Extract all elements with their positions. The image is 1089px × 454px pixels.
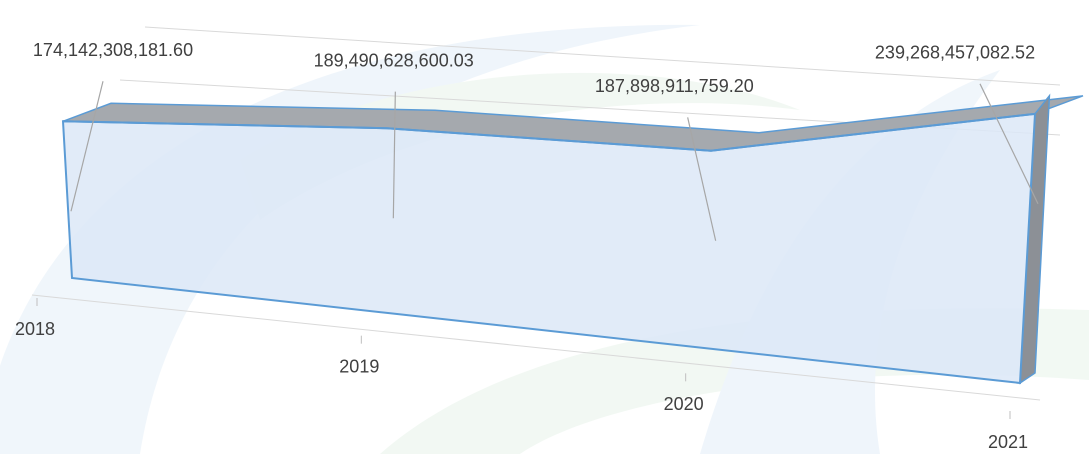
- x-tick-label: 2021: [988, 432, 1028, 452]
- x-tick-label: 2018: [15, 319, 55, 339]
- leader-line: [70, 81, 104, 212]
- x-tick-label: 2019: [339, 356, 379, 376]
- leader-line: [392, 91, 396, 219]
- data-label: 189,490,628,600.03: [314, 50, 474, 70]
- data-label: 174,142,308,181.60: [33, 40, 193, 60]
- plot-area: 2018 174,142,308,181.60 2019 189,490,628,60…: [15, 40, 1084, 452]
- data-label: 187,898,911,759.20: [595, 76, 754, 96]
- leader-line: [687, 117, 717, 241]
- area-top-edge: [62, 112, 1036, 152]
- x-tick-label: 2020: [664, 394, 704, 414]
- leader-line: [979, 83, 1039, 205]
- area-front-face: [61, 112, 1037, 385]
- data-label: 239,268,457,082.52: [875, 43, 1035, 63]
